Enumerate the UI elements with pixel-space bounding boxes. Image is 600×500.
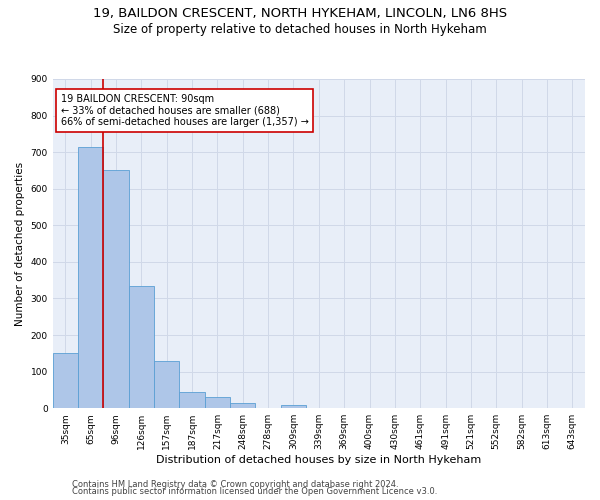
Text: Contains HM Land Registry data © Crown copyright and database right 2024.: Contains HM Land Registry data © Crown c… <box>72 480 398 489</box>
Bar <box>281 404 306 408</box>
Bar <box>179 392 205 408</box>
Bar <box>154 360 179 408</box>
Bar <box>53 354 78 408</box>
Bar <box>103 170 129 408</box>
Bar <box>230 404 256 408</box>
Text: Contains public sector information licensed under the Open Government Licence v3: Contains public sector information licen… <box>72 487 437 496</box>
Bar <box>78 146 103 408</box>
Text: 19, BAILDON CRESCENT, NORTH HYKEHAM, LINCOLN, LN6 8HS: 19, BAILDON CRESCENT, NORTH HYKEHAM, LIN… <box>93 8 507 20</box>
Bar <box>129 286 154 408</box>
Bar <box>205 396 230 408</box>
Y-axis label: Number of detached properties: Number of detached properties <box>15 162 25 326</box>
X-axis label: Distribution of detached houses by size in North Hykeham: Distribution of detached houses by size … <box>156 455 481 465</box>
Text: Size of property relative to detached houses in North Hykeham: Size of property relative to detached ho… <box>113 22 487 36</box>
Text: 19 BAILDON CRESCENT: 90sqm
← 33% of detached houses are smaller (688)
66% of sem: 19 BAILDON CRESCENT: 90sqm ← 33% of deta… <box>61 94 308 127</box>
